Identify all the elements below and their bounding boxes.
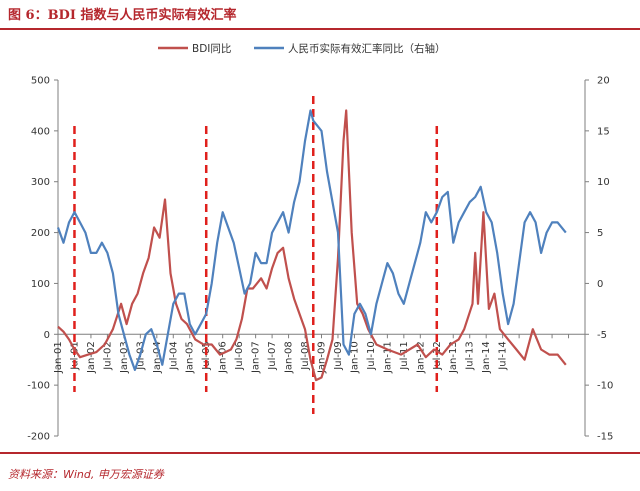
x-tick-label: Jul-13 — [465, 341, 476, 370]
x-tick-label: Jan-05 — [185, 341, 196, 374]
x-tick-label: Jul-06 — [234, 341, 245, 370]
right-y-tick-label: 15 — [597, 126, 610, 137]
x-tick-label: Jul-07 — [267, 341, 278, 370]
right-y-tick-label: 20 — [597, 76, 610, 87]
left-y-tick-label: 200 — [31, 228, 50, 239]
figure-title: 图 6：BDI 指数与人民币实际有效汇率 — [8, 8, 237, 23]
x-tick-label: Jan-04 — [152, 341, 163, 374]
x-tick-label: Jan-01 — [53, 341, 64, 374]
left-y-tick-label: 500 — [31, 76, 50, 87]
left-y-tick-label: 0 — [44, 330, 50, 341]
x-tick-label: Jan-10 — [349, 341, 360, 374]
legend: BDI同比 人民币实际有效汇率同比（右轴） — [158, 42, 446, 55]
x-tick-label: Jul-11 — [399, 341, 410, 370]
x-tick-label: Jul-02 — [102, 341, 113, 370]
x-tick-label: Jan-06 — [218, 341, 229, 374]
left-y-tick-label: 400 — [31, 126, 50, 137]
x-tick-label: Jan-02 — [86, 341, 97, 374]
series-line-bdi — [57, 109, 567, 382]
x-tick-label: Jan-03 — [119, 341, 130, 374]
left-y-tick-label: 300 — [31, 177, 50, 188]
x-tick-label: Jul-05 — [201, 341, 212, 370]
x-tick-label: Jul-04 — [168, 341, 179, 370]
x-tick-label: Jul-08 — [300, 341, 311, 370]
left-y-tick-label: -200 — [27, 432, 50, 443]
right-y-tick-label: 5 — [597, 228, 603, 239]
x-tick-label: Jul-10 — [366, 341, 377, 370]
x-tick-label: Jan-14 — [481, 341, 492, 374]
x-tick-label: Jan-07 — [251, 341, 262, 374]
right-y-tick-label: -10 — [597, 381, 613, 392]
left-y-tick-label: 100 — [31, 279, 50, 290]
right-y-tick-label: 0 — [597, 279, 603, 290]
series-line-rmb — [56, 109, 567, 371]
legend-label-bdi: BDI同比 — [192, 42, 231, 55]
x-tick-label: Jul-09 — [333, 341, 344, 370]
series-lines — [56, 109, 567, 382]
chart: BDI同比 人民币实际有效汇率同比（右轴） -200-1000100200300… — [27, 42, 613, 443]
right-y-tick-label: 10 — [597, 177, 610, 188]
title-rule — [0, 28, 640, 30]
legend-label-rmb: 人民币实际有效汇率同比（右轴） — [288, 42, 446, 55]
x-tick-label: Jan-08 — [284, 341, 295, 374]
x-tick-label: Jan-09 — [317, 341, 328, 374]
x-tick-label: Jul-14 — [498, 341, 509, 370]
right-y-tick-label: -5 — [597, 330, 607, 341]
source-note: 资料来源：Wind, 申万宏源证券 — [8, 468, 164, 481]
x-tick-label: Jan-12 — [415, 341, 426, 374]
axes: -200 -100 0 100 200 300 400 500 -15 -10 -5 0 5 10 15 20… — [27, 76, 613, 443]
x-tick-label: Jan-11 — [382, 341, 393, 374]
left-y-tick-label: -100 — [27, 381, 50, 392]
x-tick-label: Jul-12 — [432, 341, 443, 370]
bottom-rule — [0, 452, 640, 454]
right-y-tick-label: -15 — [597, 432, 613, 443]
x-tick-label: Jul-01 — [69, 341, 80, 370]
x-tick-label: Jan-13 — [448, 341, 459, 374]
